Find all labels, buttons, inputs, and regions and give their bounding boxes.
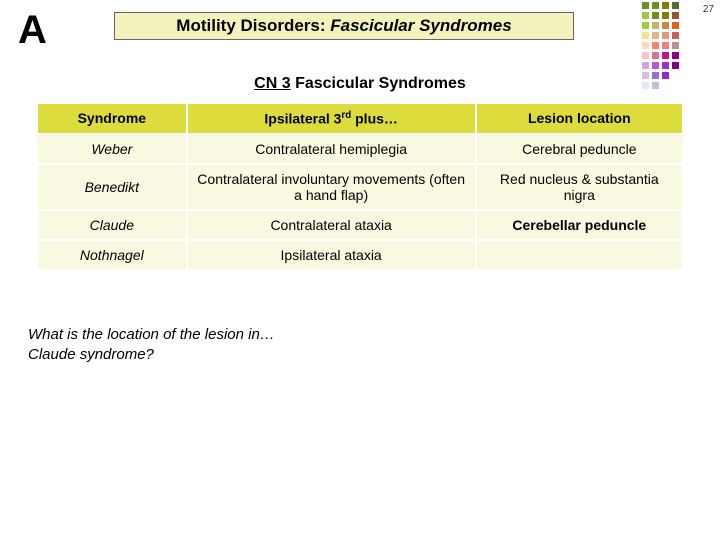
title-italic: Fascicular Syndromes <box>330 16 511 35</box>
col-header-location: Lesion location <box>476 103 683 134</box>
table-row: WeberContralateral hemiplegiaCerebral pe… <box>37 134 683 164</box>
subtitle-underlined: CN 3 <box>254 75 290 92</box>
slide-number: 27 <box>703 4 714 15</box>
question-line2: Claude syndrome? <box>28 346 154 363</box>
table-subtitle: CN 3 Fascicular Syndromes <box>0 75 720 93</box>
table-row: BenediktContralateral involuntary moveme… <box>37 164 683 210</box>
syndromes-table: Syndrome Ipsilateral 3rd plus… Lesion lo… <box>36 102 684 271</box>
cell-location: Cerebellar peduncle <box>476 210 683 240</box>
table-header-row: Syndrome Ipsilateral 3rd plus… Lesion lo… <box>37 103 683 134</box>
cell-syndrome: Benedikt <box>37 164 187 210</box>
cell-syndrome: Nothnagel <box>37 240 187 270</box>
question-text: What is the location of the lesion in… C… <box>28 325 275 364</box>
cell-location <box>476 240 683 270</box>
cell-syndrome: Claude <box>37 210 187 240</box>
table-row: ClaudeContralateral ataxiaCerebellar ped… <box>37 210 683 240</box>
cell-finding: Contralateral hemiplegia <box>187 134 476 164</box>
slide-letter: A <box>18 8 47 53</box>
table-row: NothnagelIpsilateral ataxia <box>37 240 683 270</box>
cell-finding: Contralateral involuntary movements (oft… <box>187 164 476 210</box>
col-header-syndrome: Syndrome <box>37 103 187 134</box>
question-line1: What is the location of the lesion in… <box>28 326 275 343</box>
cell-finding: Contralateral ataxia <box>187 210 476 240</box>
cell-location: Red nucleus & substantia nigra <box>476 164 683 210</box>
title-plain: Motility Disorders: <box>176 16 330 35</box>
col-header-finding: Ipsilateral 3rd plus… <box>187 103 476 134</box>
subtitle-rest: Fascicular Syndromes <box>291 75 466 92</box>
cell-syndrome: Weber <box>37 134 187 164</box>
cell-location: Cerebral peduncle <box>476 134 683 164</box>
slide-title: Motility Disorders: Fascicular Syndromes <box>114 12 574 40</box>
cell-finding: Ipsilateral ataxia <box>187 240 476 270</box>
